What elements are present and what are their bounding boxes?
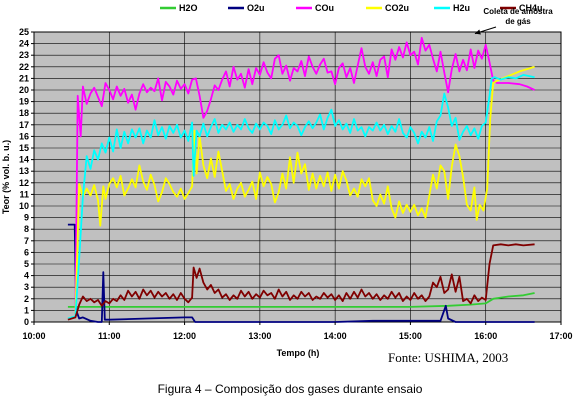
series-lines: [67, 36, 535, 323]
y-tick-label: 9: [24, 213, 29, 223]
legend-label-ch4u: CH4u: [519, 3, 543, 13]
x-tick-label: 11:00: [98, 331, 121, 341]
annotation-text: de gás: [505, 17, 531, 26]
y-tick-label: 0: [24, 317, 29, 327]
y-tick-label: 13: [19, 166, 29, 176]
x-tick-label: 17:00: [549, 331, 572, 341]
legend-label-h2u: H2u: [453, 3, 470, 13]
y-tick-label: 22: [19, 62, 29, 72]
y-tick-label: 10: [19, 201, 29, 211]
y-tick-label: 7: [24, 236, 29, 246]
y-tick-label: 17: [19, 120, 29, 130]
y-tick-label: 19: [19, 97, 29, 107]
series-line-h2o: [67, 292, 535, 308]
y-tick-label: 18: [19, 108, 29, 118]
y-axis-title: Teor (% vol. b. u.): [1, 140, 11, 214]
series-line-o2u: [67, 223, 535, 323]
y-tick-label: 3: [24, 282, 29, 292]
y-tick-label: 6: [24, 247, 29, 257]
x-tick-label: 14:00: [324, 331, 347, 341]
legend-label-cou: COu: [315, 3, 334, 13]
legend-label-o2u: O2u: [247, 3, 265, 13]
y-tick-label: 23: [19, 50, 29, 60]
annotation-arrowhead: [474, 29, 481, 35]
x-tick-label: 10:00: [22, 331, 45, 341]
x-axis-title: Tempo (h): [277, 348, 320, 358]
series-line-cou: [67, 36, 535, 320]
x-tick-label: 16:00: [474, 331, 497, 341]
y-tick-label: 21: [19, 73, 29, 83]
series-line-co2u: [67, 65, 535, 320]
x-axis-ticks: 10:00 11:00 12:00 13:00 14:00 15:00 16:00 17:00: [22, 322, 573, 341]
y-tick-label: 8: [24, 224, 29, 234]
legend-label-co2u: CO2u: [385, 3, 409, 13]
y-tick-label: 14: [19, 155, 29, 165]
y-axis-ticks: 0123456789101112131415161718192021222324…: [19, 27, 34, 327]
y-tick-label: 15: [19, 143, 29, 153]
x-tick-label: 15:00: [399, 331, 422, 341]
y-tick-label: 12: [19, 178, 29, 188]
y-tick-label: 2: [24, 294, 29, 304]
source-note: Fonte: USHIMA, 2003: [388, 350, 509, 365]
legend-label-h2o: H2O: [179, 3, 198, 13]
figure-caption: Figura 4 – Composição dos gases durante …: [157, 382, 423, 396]
y-tick-label: 1: [24, 305, 29, 315]
legend: H2O O2u COu CO2u H2u CH4u: [160, 3, 543, 13]
series-line-h2u: [67, 74, 535, 320]
y-tick-label: 4: [24, 271, 29, 281]
y-tick-label: 16: [19, 131, 29, 141]
series-line-ch4u: [67, 243, 535, 321]
x-tick-label: 12:00: [173, 331, 196, 341]
y-tick-label: 5: [24, 259, 29, 269]
x-tick-label: 13:00: [248, 331, 271, 341]
y-tick-label: 20: [19, 85, 29, 95]
y-tick-label: 25: [19, 27, 29, 37]
y-tick-label: 11: [19, 189, 29, 199]
annotation-text: Coleta de amostra: [483, 7, 553, 16]
y-tick-label: 24: [19, 39, 29, 49]
plot-area: [33, 31, 562, 323]
